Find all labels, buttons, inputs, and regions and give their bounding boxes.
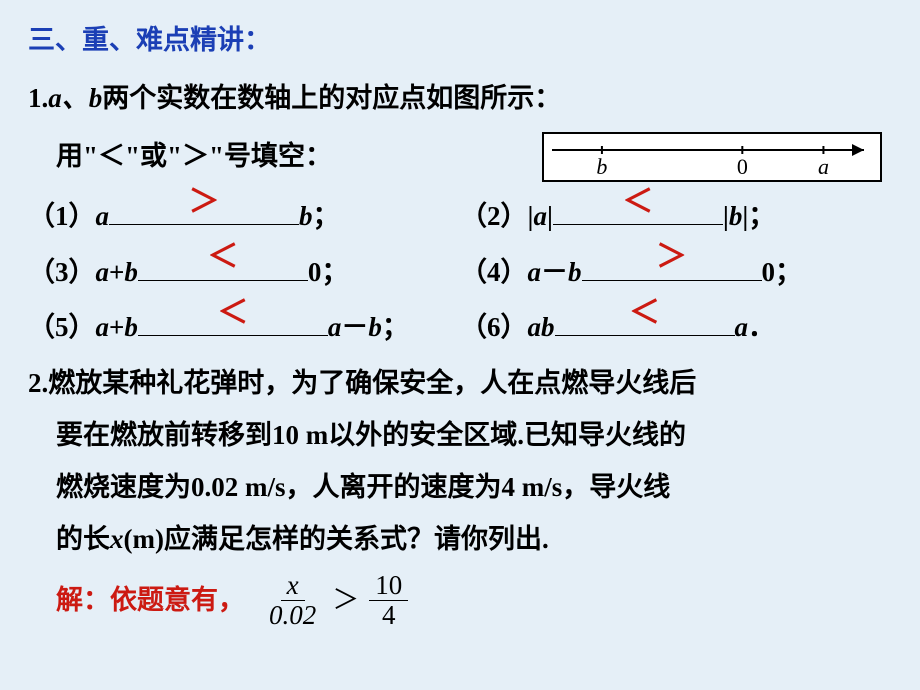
q1-rest: 两个实数在数轴上的对应点如图所示：	[102, 83, 561, 113]
answer-blank: ＜	[555, 335, 735, 336]
q1-item-3: （3）a+b＜0；	[28, 252, 460, 294]
item-lhs: a－b	[528, 257, 582, 287]
answer-blank: ＜	[138, 335, 328, 336]
answer-blank: ＞	[109, 224, 299, 225]
frac-right-num: 10	[369, 571, 408, 602]
number-line-svg: b 0 a	[548, 136, 878, 180]
answer-symbol: ＜	[138, 233, 308, 281]
q1-statement-line1: 1.a、b两个实数在数轴上的对应点如图所示：	[28, 78, 892, 120]
frac-left-num: x	[281, 571, 305, 602]
item-lhs: a+b	[96, 257, 138, 287]
q1-item-1: （1）a＞b；	[28, 196, 460, 238]
item-rhs: |b|；	[723, 201, 775, 231]
svg-text:a: a	[818, 154, 829, 179]
item-lhs: ab	[528, 312, 555, 342]
q1-item-5: （5）a+b＜a－b；	[28, 307, 460, 349]
q2-line-2: 要在燃放前转移到10 m以外的安全区域.已知导火线的	[28, 415, 892, 457]
item-lhs: |a|	[528, 201, 553, 231]
q1-item-6: （6）ab＜a．	[460, 307, 892, 349]
answer-blank: ＜	[138, 280, 308, 281]
item-lhs: a	[96, 201, 110, 231]
svg-text:0: 0	[737, 154, 748, 179]
q2-text-4a: 的长	[56, 524, 110, 554]
item-rhs: 0；	[308, 257, 349, 287]
item-rhs: 0；	[762, 257, 803, 287]
answer-blank: ＜	[553, 224, 723, 225]
item-rhs: a．	[735, 312, 776, 342]
section-title: 三、重、难点精讲：	[28, 20, 892, 62]
q2-number: 2.	[28, 368, 48, 398]
q2-line-3: 燃烧速度为0.02 m/s，人离开的速度为4 m/s，导火线	[28, 467, 892, 509]
q2-text-1: 燃放某种礼花弹时，为了确保安全，人在点燃导火线后	[48, 368, 696, 398]
item-num: （1）	[28, 201, 96, 231]
q2-block: 2.燃放某种礼花弹时，为了确保安全，人在点燃导火线后 要在燃放前转移到10 m以…	[28, 363, 892, 631]
q2-text-4b: (m)应满足怎样的关系式？请你列出.	[124, 524, 549, 554]
item-num: （2）	[460, 201, 528, 231]
answer-blank: ＞	[582, 280, 762, 281]
q1-row-2: （3）a+b＜0； （4）a－b＞0；	[28, 252, 892, 294]
fraction-left: x 0.02	[263, 571, 322, 631]
q1-row-3: （5）a+b＜a－b； （6）ab＜a．	[28, 307, 892, 349]
q2-x-var: x	[110, 524, 124, 554]
frac-left-den: 0.02	[263, 601, 322, 631]
q1-number: 1.	[28, 83, 48, 113]
item-lhs: a+b	[96, 312, 138, 342]
q1-item-4: （4）a－b＞0；	[460, 252, 892, 294]
answer-symbol: ＜	[555, 289, 735, 337]
item-rhs: a－b；	[328, 312, 409, 342]
slide-page: 三、重、难点精讲： 1.a、b两个实数在数轴上的对应点如图所示： 用"＜"或"＞…	[0, 0, 920, 690]
item-rhs: b；	[299, 201, 340, 231]
item-num: （3）	[28, 257, 96, 287]
answer-symbol: ＜	[553, 178, 723, 226]
solution-label: 解：依题意有，	[28, 580, 245, 622]
q2-line-1: 2.燃放某种礼花弹时，为了确保安全，人在点燃导火线后	[28, 363, 892, 405]
answer-symbol: ＞	[582, 233, 762, 281]
answer-symbol: ＞	[109, 178, 299, 226]
fraction-right: 10 4	[369, 571, 408, 631]
q1-row-1: （1）a＞b； （2）|a|＜|b|；	[28, 196, 892, 238]
inequality-op: ＞	[332, 580, 359, 622]
frac-right-den: 4	[376, 601, 402, 631]
q2-line-4: 的长x(m)应满足怎样的关系式？请你列出.	[28, 519, 892, 561]
item-num: （5）	[28, 312, 96, 342]
q1-item-2: （2）|a|＜|b|；	[460, 196, 892, 238]
svg-text:b: b	[596, 154, 607, 179]
q1-statement-line2-row: 用"＜"或"＞"号填空： b 0 a	[28, 132, 892, 182]
q2-solution-line: 解：依题意有， x 0.02 ＞ 10 4	[28, 571, 892, 631]
answer-symbol: ＜	[138, 289, 328, 337]
q1-vars: a、b	[48, 83, 102, 113]
number-line-figure: b 0 a	[542, 132, 882, 182]
q1-fill-instruction: 用"＜"或"＞"号填空：	[28, 136, 332, 178]
item-num: （6）	[460, 312, 528, 342]
item-num: （4）	[460, 257, 528, 287]
